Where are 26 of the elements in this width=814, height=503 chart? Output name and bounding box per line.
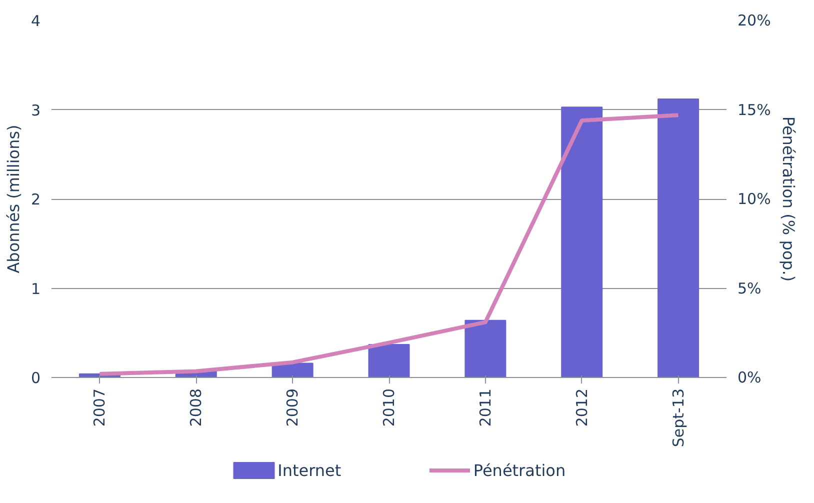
bar — [368, 344, 410, 378]
legend-label: Internet — [278, 461, 342, 480]
y2-tick-label: 15% — [738, 100, 771, 119]
bar — [561, 106, 603, 378]
x-tick-label: 2010 — [380, 388, 398, 427]
y-tick-label: 4 — [30, 12, 41, 30]
y-tick-label: 1 — [30, 280, 41, 298]
y-axis-title: Abonnés (millions) — [4, 124, 23, 274]
y2-tick-label: 20% — [738, 12, 771, 30]
x-tick-label: 2008 — [187, 388, 206, 427]
y-tick-label: 3 — [30, 101, 41, 120]
y2-tick-label: 10% — [738, 190, 771, 208]
y-tick-label: 0 — [30, 369, 41, 387]
y-tick-label: 2 — [30, 190, 41, 208]
x-tick-label: 2007 — [90, 388, 109, 427]
x-tick-label: 2009 — [284, 388, 302, 427]
bar — [658, 98, 700, 378]
legend-label: Pénétration — [473, 461, 566, 480]
x-tick-label: 2012 — [572, 388, 591, 427]
y2-axis-title: Pénétration (% pop.) — [778, 116, 798, 282]
x-tick-label: Sept-13 — [669, 388, 688, 448]
bar — [464, 320, 506, 378]
y2-tick-label: 0% — [738, 368, 762, 386]
x-tick-label: 2011 — [476, 388, 494, 427]
line-series — [98, 113, 680, 376]
y2-tick-label: 5% — [738, 279, 762, 298]
